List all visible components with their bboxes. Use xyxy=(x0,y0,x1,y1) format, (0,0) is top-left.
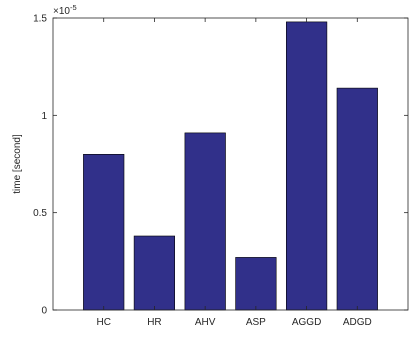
y-axis-exponent-base: ×10 xyxy=(53,6,70,17)
bar-aggd xyxy=(285,21,328,311)
x-tick-label: ASP xyxy=(246,317,266,328)
bar-ahv xyxy=(184,132,226,311)
y-axis-exponent: ×10-5 xyxy=(53,3,77,17)
y-axis-exponent-power: -5 xyxy=(70,3,77,12)
x-tick-label: HC xyxy=(96,317,110,328)
axes-group xyxy=(52,17,409,311)
bar-hr xyxy=(133,235,176,311)
axes-box xyxy=(52,17,409,311)
y-axis-label: time [second] xyxy=(12,134,23,194)
x-tick-label: AHV xyxy=(195,317,216,328)
y-tick-label: 1.5 xyxy=(33,14,47,25)
y-tick-label: 1 xyxy=(41,111,47,122)
bar-asp xyxy=(235,257,277,311)
x-ticks-group: HC HR AHV ASP AGGD ADGD xyxy=(96,18,372,328)
x-tick-label: ADGD xyxy=(343,317,372,328)
y-tick-label: 0.5 xyxy=(33,208,47,219)
bar-adgd xyxy=(336,87,378,311)
bar-hc xyxy=(83,154,125,311)
x-tick-label: HR xyxy=(147,317,161,328)
bars-group xyxy=(83,21,378,311)
y-tick-label: 0 xyxy=(41,306,47,317)
y-ticks-group: 0 0.5 1 1.5 xyxy=(33,14,408,317)
x-tick-label: AGGD xyxy=(292,317,321,328)
